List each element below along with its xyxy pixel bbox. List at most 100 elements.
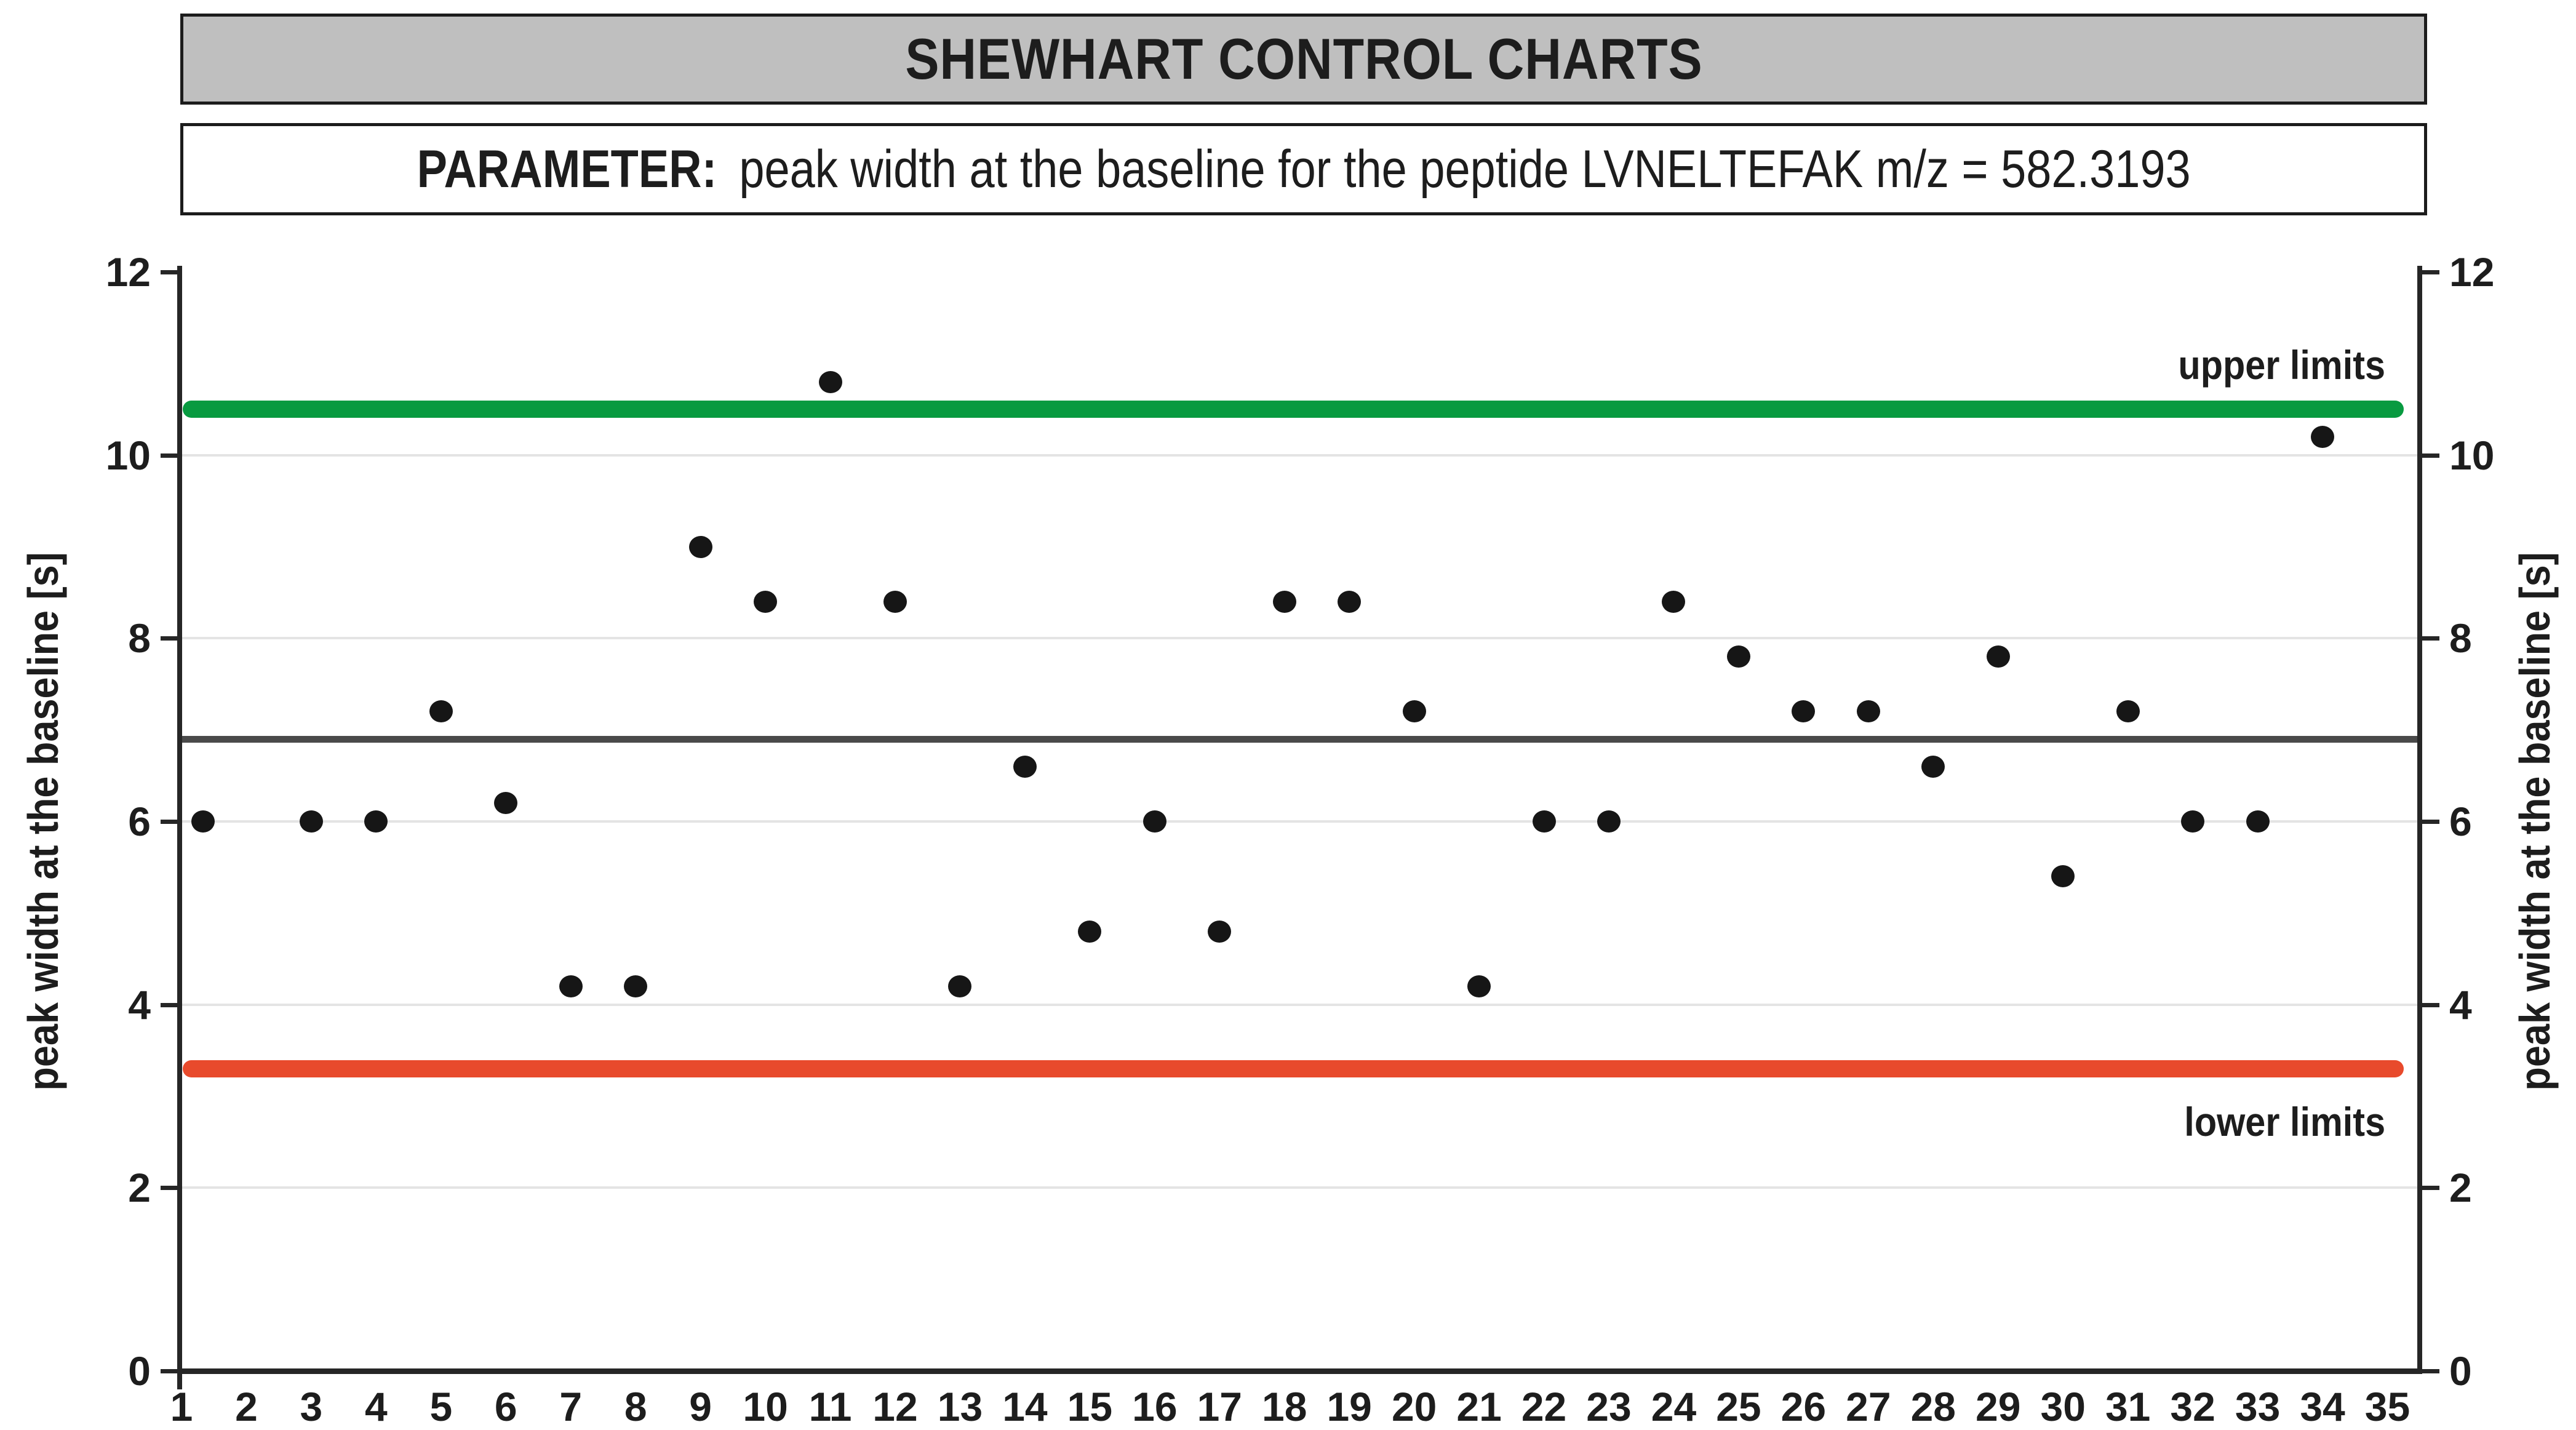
x-tick-label: 3 [300,1384,323,1429]
data-point [2311,425,2335,448]
center-line [181,736,2417,743]
right-y-tick-mark [2422,1002,2439,1007]
x-axis [177,1368,2422,1374]
data-point [429,700,453,723]
left-y-tick-label: 4 [128,981,151,1028]
chart-title-banner: SHEWHART CONTROL CHARTS [180,14,2427,105]
data-point [1078,920,1102,943]
data-point [1338,590,1362,613]
right-y-tick-label: 0 [2449,1348,2472,1394]
data-point [494,792,518,815]
data-point [1597,810,1621,833]
data-point [2116,700,2140,723]
right-y-tick-label: 8 [2449,615,2472,661]
x-tick-label: 14 [1002,1384,1048,1429]
x-tick-label: 1 [170,1384,193,1429]
lower-control-limit-line [183,1060,2404,1077]
x-tick-label: 17 [1197,1384,1242,1429]
x-tick-label: 8 [624,1384,647,1429]
x-tick-label: 9 [689,1384,712,1429]
data-point [754,590,778,613]
x-tick-label: 21 [1456,1384,1502,1429]
x-tick-label: 20 [1391,1384,1437,1429]
data-point [624,975,648,997]
left-y-tick-mark [161,1369,178,1373]
data-point [1142,810,1166,833]
data-point [1792,700,1816,723]
x-tick-label: 13 [937,1384,983,1429]
data-point [883,590,907,613]
left-y-tick-label: 2 [128,1165,151,1211]
data-point [191,810,215,833]
upper-control-limit-line [183,401,2404,418]
right-y-tick-label: 2 [2449,1165,2472,1211]
x-tick-label: 2 [235,1384,258,1429]
data-point [2181,810,2205,833]
x-tick-label: 19 [1326,1384,1372,1429]
data-point [948,975,972,997]
data-point [1986,645,2010,668]
left-y-tick-label: 0 [128,1348,151,1394]
right-y-tick-mark [2422,1186,2439,1191]
parameter-banner: PARAMETER: peak width at the baseline fo… [180,123,2427,215]
x-tick-label: 25 [1716,1384,1761,1429]
x-tick-label: 28 [1910,1384,1956,1429]
data-point [2051,865,2075,888]
x-tick-label: 7 [559,1384,583,1429]
data-point [1208,920,1232,943]
x-tick-label: 33 [2235,1384,2281,1429]
data-point [1856,700,1880,723]
y-gridline [181,637,2417,640]
left-y-tick-mark [161,820,178,824]
left-y-tick-label: 12 [105,249,151,295]
right-y-tick-label: 10 [2449,432,2495,478]
x-tick-label: 16 [1132,1384,1178,1429]
x-tick-label: 18 [1262,1384,1307,1429]
left-y-tick-label: 6 [128,799,151,844]
x-tick-label: 35 [2364,1384,2411,1429]
data-point [1662,590,1686,613]
x-tick-label: 30 [2040,1384,2086,1429]
data-point [1532,810,1556,833]
y-gridline [181,1186,2417,1189]
right-y-tick-mark [2422,820,2439,824]
left-y-tick-mark [161,636,178,641]
x-tick-label: 15 [1067,1384,1113,1429]
data-point [688,535,712,558]
left-y-axis [177,266,182,1389]
right-y-tick-mark [2422,270,2439,274]
data-point [559,975,583,997]
data-point [1467,975,1491,997]
left-y-tick-mark [161,453,178,458]
x-tick-label: 32 [2170,1384,2215,1429]
data-point [1272,590,1296,613]
right-y-axis [2417,266,2422,1373]
x-tick-label: 4 [365,1384,388,1429]
right-y-tick-mark [2422,1369,2439,1373]
x-tick-label: 6 [494,1384,517,1429]
upper-limits-label: upper limits [2178,342,2385,388]
x-tick-label: 5 [429,1384,453,1429]
left-y-tick-label: 10 [105,432,151,478]
left-y-tick-mark [161,270,178,274]
x-tick-label: 10 [743,1384,788,1429]
x-tick-label: 12 [872,1384,918,1429]
data-point [1013,755,1037,778]
right-y-tick-label: 4 [2449,981,2472,1028]
page-title: SHEWHART CONTROL CHARTS [904,26,1703,91]
right-y-tick-label: 12 [2449,249,2495,295]
parameter-label: PARAMETER: [417,139,717,199]
y-gridline [181,1003,2417,1006]
data-point [299,810,323,833]
data-point [1402,700,1426,723]
lower-limits-label: lower limits [2184,1098,2385,1144]
parameter-row: PARAMETER: peak width at the baseline fo… [417,139,2191,200]
x-tick-label: 11 [808,1384,852,1429]
data-point [2246,810,2270,833]
x-tick-label: 23 [1586,1384,1632,1429]
left-y-tick-label: 8 [128,615,151,661]
right-y-tick-mark [2422,453,2439,458]
x-tick-label: 34 [2300,1384,2345,1429]
data-point [1726,645,1750,668]
